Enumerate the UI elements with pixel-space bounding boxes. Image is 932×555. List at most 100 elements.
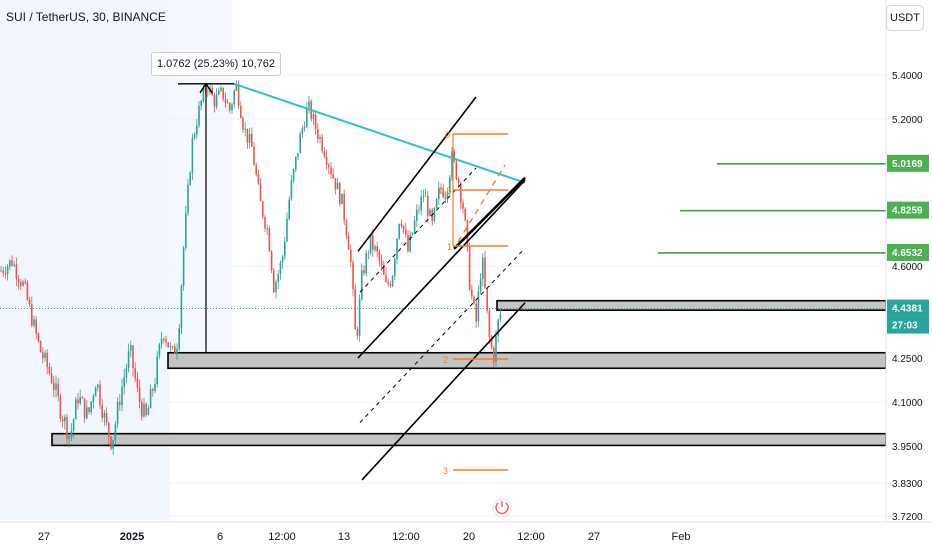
breakout-line [453, 176, 526, 250]
candle-body [493, 347, 495, 362]
candle-body [264, 216, 266, 229]
candle-body [39, 340, 42, 353]
candle-body [187, 184, 189, 213]
candle-body [411, 232, 414, 235]
fib-projection-dashed [457, 164, 506, 243]
price-tag-bg [887, 154, 929, 172]
candle-body [413, 220, 416, 233]
candle-body [281, 256, 284, 264]
candle-body [259, 183, 262, 202]
candle-body [44, 352, 46, 358]
candle-body [376, 246, 378, 252]
candle-body [341, 193, 343, 205]
price-tag-bg [887, 201, 929, 219]
fib-level-label: 0 [445, 130, 450, 140]
candle-body [24, 281, 26, 283]
candle-body [86, 407, 88, 419]
candle-body [149, 389, 152, 409]
candle-body [367, 252, 370, 254]
price-zone [167, 351, 887, 370]
candle-body [407, 234, 409, 252]
channel-lower-line [357, 179, 526, 359]
candle-body [79, 397, 81, 404]
candle-body [130, 345, 132, 351]
x-tick-label: 27 [38, 531, 50, 543]
y-tick-label: 3.8300 [892, 479, 923, 490]
candle-body [446, 191, 449, 199]
candle-body [189, 172, 191, 185]
y-tick-label: 4.6000 [892, 262, 923, 273]
candle-body [286, 218, 288, 242]
candle-body [306, 107, 308, 128]
x-tick-label: 2025 [120, 531, 144, 543]
candle-body [405, 229, 407, 235]
candle-body [416, 209, 418, 221]
candle-body [31, 304, 33, 326]
candle-body [455, 160, 458, 180]
candle-body [57, 383, 59, 397]
candle-body [440, 187, 442, 189]
candle-body [0, 270, 2, 272]
candle-body [26, 282, 29, 300]
measure-tooltip: 1.0762 (25.23%) 10,762 [151, 52, 282, 76]
candle-body [473, 296, 475, 304]
candle-body [255, 165, 257, 175]
candle-body [273, 270, 275, 293]
candle-body [279, 263, 282, 274]
currency-button[interactable]: USDT [886, 5, 924, 31]
candle-body [385, 274, 387, 282]
channel-upper-line [357, 96, 477, 252]
candle-body [121, 386, 123, 406]
candle-body [418, 209, 420, 211]
candle-body [453, 151, 455, 161]
candle-body [262, 201, 264, 217]
candle-body [185, 212, 187, 248]
candle-body [486, 287, 488, 311]
candle-body [462, 202, 464, 209]
x-tick-label: 13 [338, 531, 350, 543]
candle-body [330, 167, 332, 175]
fib-level-label: 3 [443, 466, 448, 476]
price-tag-label: 4.4381 [892, 304, 923, 315]
candle-body [116, 401, 119, 425]
candle-body [202, 88, 205, 101]
candle-body [460, 182, 462, 203]
candle-body [9, 260, 11, 267]
candle-body [383, 265, 385, 275]
candle-body [103, 413, 106, 418]
candle-body [112, 440, 114, 449]
candle-body [2, 270, 4, 274]
candle-body [484, 257, 486, 288]
candle-body [231, 104, 233, 111]
candle-body [317, 129, 319, 139]
candle-body [66, 417, 68, 439]
candle-body [220, 87, 222, 91]
candle-body [275, 282, 277, 293]
measure-arrow [199, 82, 213, 94]
candle-body [88, 407, 90, 413]
price-tag-bg [887, 243, 929, 261]
candle-body [158, 344, 161, 356]
x-tick-label: 27 [588, 531, 600, 543]
candle-body [48, 366, 51, 374]
candle-body [17, 278, 20, 283]
candle-body [28, 299, 31, 305]
candle-body [224, 99, 227, 103]
candle-body [468, 245, 471, 290]
candle-body [358, 299, 361, 336]
candle-body [240, 105, 242, 118]
candle-body [301, 128, 304, 134]
candle-body [312, 114, 315, 119]
candle-body [451, 151, 453, 178]
candle-body [147, 408, 150, 416]
candle-body [314, 114, 317, 130]
candle-body [101, 405, 103, 418]
candle-body [438, 187, 440, 200]
candle-body [427, 195, 429, 216]
fib-level-label: 0.5 [439, 186, 452, 196]
candle-body [268, 228, 271, 252]
candle-body [323, 150, 326, 157]
candle-body [160, 338, 163, 345]
